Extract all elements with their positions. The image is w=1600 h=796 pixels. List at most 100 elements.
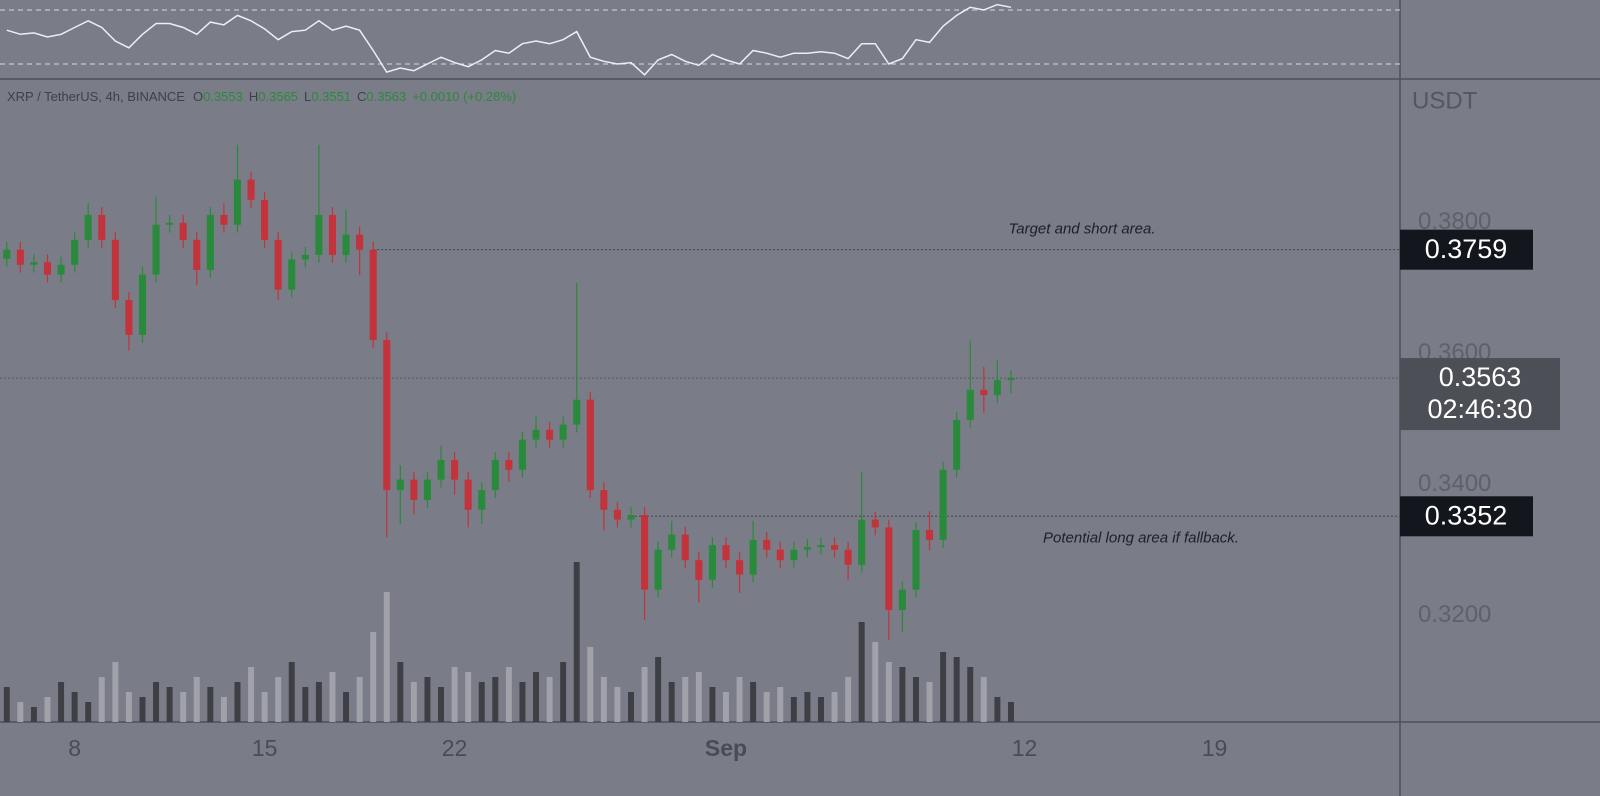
y-tick-label: 0.3200: [1418, 601, 1491, 628]
candle-body: [885, 527, 893, 610]
volume-bar: [926, 682, 933, 722]
candle-body: [491, 459, 499, 491]
volume-bar: [994, 697, 1001, 722]
volume-bar: [763, 692, 770, 722]
volume-bar: [424, 677, 431, 722]
volume-bar: [17, 702, 24, 722]
ohlc-value: 0.3553: [203, 89, 243, 104]
candle-body: [722, 545, 730, 561]
x-tick-label: 8: [68, 735, 81, 761]
volume-bar: [261, 692, 268, 722]
candle-body: [166, 222, 174, 225]
volume-bar: [302, 687, 309, 722]
volume-bar: [234, 682, 241, 722]
volume-bar: [858, 622, 865, 722]
candle-body: [315, 214, 323, 255]
candle-body: [586, 399, 594, 491]
volume-bar: [451, 667, 458, 722]
volume-bar: [614, 687, 621, 722]
candle-body: [790, 549, 798, 561]
candle-body: [668, 534, 676, 550]
volume-bar: [885, 662, 892, 722]
volume-bar: [383, 592, 390, 722]
volume-bar: [804, 692, 811, 722]
candle-body: [939, 469, 947, 540]
candle-body: [803, 547, 811, 550]
volume-bar: [166, 687, 173, 722]
volume-bar: [125, 692, 132, 722]
candle-body: [437, 459, 445, 480]
volume-bar: [872, 642, 879, 722]
candle-body: [43, 262, 52, 275]
volume-bar: [139, 697, 146, 722]
ohlc-value: 0.3563: [366, 89, 406, 104]
candle-body: [844, 549, 852, 565]
volume-bar: [519, 682, 526, 722]
volume-bar: [85, 702, 92, 722]
volume-bar: [695, 672, 702, 722]
volume-bar: [478, 682, 485, 722]
candle-body: [654, 549, 662, 590]
volume-bar: [709, 687, 716, 722]
candle-body: [84, 214, 92, 240]
volume-bar: [1007, 702, 1014, 722]
candle-body: [396, 479, 404, 491]
volume-bar: [275, 677, 282, 722]
candle-body: [600, 490, 608, 510]
volume-bar: [777, 687, 784, 722]
candle-body: [3, 249, 11, 259]
candle-body: [898, 589, 906, 610]
volume-bar: [343, 692, 350, 722]
candle-body: [193, 239, 201, 270]
ohlc-value: 0.3551: [311, 89, 351, 104]
candle-body: [57, 264, 65, 275]
annotation: Target and short area.: [1008, 220, 1155, 237]
volume-bar: [329, 672, 336, 722]
volume-bar: [180, 692, 187, 722]
volume-bar: [628, 692, 634, 722]
candle-body: [749, 539, 757, 575]
candle-body: [518, 439, 526, 470]
ohlc-value: 0.3565: [258, 89, 298, 104]
volume-bar: [845, 677, 852, 722]
candle-body: [288, 259, 296, 290]
y-tick-label: 0.3400: [1418, 470, 1491, 497]
candle-body: [30, 262, 38, 265]
candle-body: [736, 560, 744, 575]
volume-bar: [288, 662, 295, 722]
candle-body: [613, 509, 621, 520]
volume-bar: [912, 677, 919, 722]
level-label: 0.3352: [1425, 500, 1508, 530]
level-label: 0.3759: [1425, 234, 1508, 264]
x-tick-label: 19: [1202, 735, 1228, 761]
candle-body: [233, 179, 242, 225]
volume-bar: [315, 682, 322, 722]
candle-body: [546, 429, 554, 440]
candle-body: [16, 249, 24, 265]
candle-body: [912, 530, 920, 590]
candle-body: [220, 214, 228, 225]
volume-bar: [465, 672, 472, 722]
level-label-box: [1400, 229, 1533, 270]
candle-body: [71, 239, 79, 265]
x-tick-label: 22: [442, 735, 468, 761]
volume-bar: [397, 662, 404, 722]
candle-body: [369, 249, 377, 341]
candle-body: [681, 534, 689, 561]
candle-body: [328, 214, 336, 255]
volume-bar: [831, 692, 838, 722]
change: +0.0010 (+0.28%): [412, 89, 516, 104]
countdown: 02:46:30: [1427, 394, 1532, 424]
volume-bar: [587, 647, 594, 722]
candle-body: [763, 539, 771, 550]
candle-body: [206, 214, 214, 270]
volume-bar: [682, 677, 689, 722]
candle-body: [966, 389, 974, 420]
candle-body: [559, 424, 567, 440]
volume-bar: [546, 677, 553, 722]
candle-body: [247, 179, 255, 200]
ohlc-label: L: [304, 89, 311, 104]
candle-body: [831, 545, 839, 550]
